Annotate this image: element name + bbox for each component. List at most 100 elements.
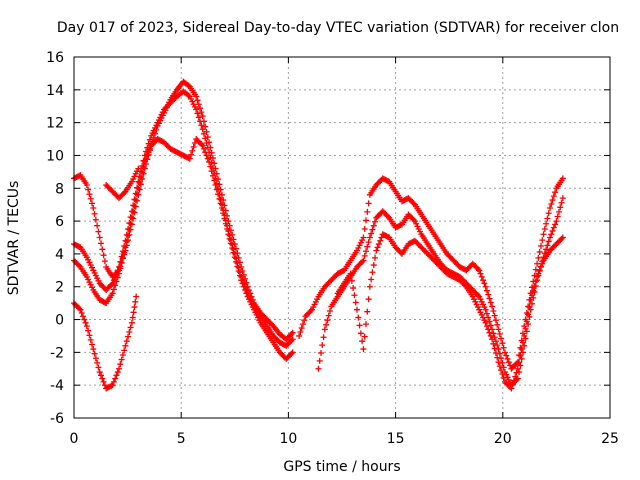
- data-point: [121, 189, 128, 196]
- data-point: [494, 321, 501, 328]
- data-point: [231, 254, 238, 261]
- data-point: [478, 273, 485, 280]
- data-point: [496, 330, 503, 337]
- data-point: [364, 243, 371, 250]
- data-point: [230, 249, 237, 256]
- data-point: [140, 164, 147, 171]
- data-point: [496, 350, 503, 357]
- data-point: [203, 139, 210, 146]
- data-point: [197, 105, 204, 112]
- data-point: [363, 321, 370, 328]
- data-point: [92, 355, 99, 362]
- data-point: [194, 110, 201, 117]
- data-point: [357, 330, 364, 337]
- data-point: [474, 292, 481, 299]
- data-point: [90, 346, 97, 353]
- y-tick-label: 16: [46, 50, 64, 66]
- data-point: [87, 195, 94, 202]
- data-point: [227, 240, 234, 247]
- data-point: [483, 310, 490, 317]
- data-point: [92, 216, 99, 223]
- data-point: [91, 350, 98, 357]
- grid: [74, 57, 610, 418]
- data-point: [118, 253, 125, 260]
- data-point: [554, 213, 561, 220]
- data-point: [503, 352, 510, 359]
- data-point: [212, 181, 219, 188]
- data-point: [118, 260, 125, 267]
- data-point: [360, 234, 367, 241]
- data-point: [146, 145, 153, 152]
- data-point: [360, 257, 367, 264]
- data-point: [122, 342, 129, 349]
- data-point: [517, 362, 524, 369]
- data-point: [85, 327, 92, 334]
- data-point: [361, 225, 368, 232]
- data-point: [236, 272, 243, 279]
- data-point: [558, 199, 565, 206]
- data-point: [528, 292, 535, 299]
- data-point: [496, 363, 503, 370]
- data-point: [526, 304, 533, 311]
- data-point: [505, 359, 512, 366]
- data-point: [127, 214, 134, 221]
- data-point: [360, 346, 367, 353]
- data-point: [489, 303, 496, 310]
- data-point: [541, 225, 548, 232]
- data-point: [199, 113, 206, 120]
- data-point: [350, 285, 357, 292]
- data-point: [377, 237, 384, 244]
- data-point: [531, 283, 538, 290]
- data-point: [557, 204, 564, 211]
- data-point: [110, 378, 117, 385]
- data-point: [372, 254, 379, 261]
- data-point: [316, 357, 323, 364]
- series-track-e: [103, 165, 142, 202]
- data-point: [514, 365, 521, 372]
- data-point: [96, 369, 103, 376]
- data-point: [492, 317, 499, 324]
- data-point: [146, 136, 153, 143]
- y-tick-label: 8: [55, 181, 64, 197]
- data-point: [544, 242, 551, 249]
- data-point: [490, 308, 497, 315]
- data-point: [321, 326, 328, 333]
- data-point: [528, 300, 535, 307]
- data-point: [552, 221, 559, 228]
- data-point: [525, 311, 532, 318]
- data-point: [356, 322, 363, 329]
- data-point: [198, 141, 205, 148]
- data-point: [144, 152, 151, 159]
- data-point: [118, 356, 125, 363]
- data-point: [373, 247, 380, 254]
- data-point: [202, 149, 209, 156]
- data-point: [240, 283, 247, 290]
- data-point: [539, 237, 546, 244]
- data-point: [513, 369, 520, 376]
- data-point: [485, 291, 492, 298]
- data-point: [89, 341, 96, 348]
- data-point: [145, 149, 152, 156]
- data-point: [512, 373, 519, 380]
- series-track-h: [334, 231, 566, 392]
- data-point: [204, 144, 211, 151]
- data-point: [125, 225, 132, 232]
- data-point: [143, 155, 150, 162]
- data-point: [487, 322, 494, 329]
- y-tick-label: 2: [55, 280, 64, 296]
- data-point: [238, 277, 245, 284]
- data-point: [369, 269, 376, 276]
- data-point: [81, 316, 88, 323]
- data-point: [95, 228, 102, 235]
- data-point: [234, 263, 241, 270]
- data-point: [100, 378, 107, 385]
- data-point: [122, 244, 129, 251]
- data-point: [126, 226, 133, 233]
- data-point: [523, 318, 530, 325]
- data-point: [366, 283, 373, 290]
- data-point: [361, 333, 368, 340]
- y-tick-label: -6: [50, 411, 64, 427]
- data-point: [296, 332, 303, 339]
- data-point: [363, 217, 370, 224]
- data-point: [297, 329, 304, 336]
